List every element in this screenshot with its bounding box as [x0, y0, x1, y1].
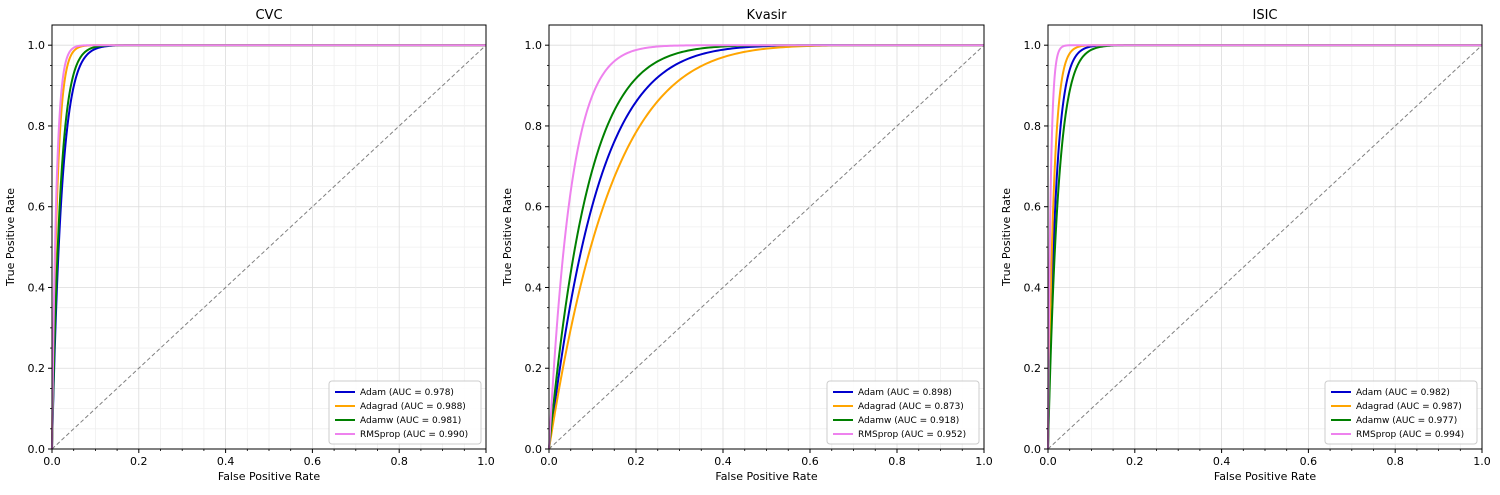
- x-tick-label: 0.0: [540, 455, 558, 468]
- legend-box: [826, 380, 980, 445]
- y-tick-label: 0.6: [525, 201, 543, 214]
- legend-entry: Adamw (AUC = 0.918): [858, 416, 959, 426]
- legend-entry: RMSprop (AUC = 0.990): [360, 430, 468, 440]
- y-tick-label: 1.0: [1024, 39, 1042, 52]
- y-tick-label: 1.0: [28, 39, 46, 52]
- x-axis-label: False Positive Rate: [715, 470, 817, 483]
- y-tick-label: 0.2: [1024, 362, 1042, 375]
- y-tick-label: 0.8: [28, 120, 46, 133]
- legend-entry: Adam (AUC = 0.898): [858, 388, 952, 398]
- ticks: 0.0 0.2 0.4 0.6 0.8 1.0 0.0 0.2 0.4 0.6 0.8 1.0: [28, 39, 495, 468]
- legend-entry: Adam (AUC = 0.982): [1356, 388, 1450, 398]
- legend-entry: RMSprop (AUC = 0.994): [1356, 430, 1464, 440]
- legend: Adam (AUC = 0.898) Adagrad (AUC = 0.873) A…: [826, 380, 980, 445]
- x-tick-label: 0.8: [1386, 455, 1404, 468]
- x-tick-label: 0.4: [714, 455, 732, 468]
- y-tick-label: 0.4: [28, 281, 46, 294]
- y-tick-label: 0.2: [28, 362, 46, 375]
- roc-curve-4: [1047, 44, 1482, 449]
- roc-panel-2: 0.0 0.2 0.4 0.6 0.8 1.0 0.0 0.2 0.4 0.6 0.8 1.0 Kvas…: [501, 8, 993, 483]
- y-tick-label: 0.4: [525, 281, 543, 294]
- x-tick-label: 0.6: [1300, 455, 1318, 468]
- legend-entry: RMSprop (AUC = 0.952): [858, 430, 966, 440]
- x-axis-label: False Positive Rate: [1214, 470, 1316, 483]
- legend-entry: Adamw (AUC = 0.981): [360, 416, 461, 426]
- legend-entry: Adagrad (AUC = 0.988): [360, 402, 466, 412]
- y-tick-label: 0.2: [525, 362, 543, 375]
- legend: Adam (AUC = 0.978) Adagrad (AUC = 0.988) A…: [328, 380, 482, 445]
- legend-box: [1324, 380, 1478, 445]
- roc-panel-1: 0.0 0.2 0.4 0.6 0.8 1.0 0.0 0.2 0.4 0.6 0.8 1.0 CVC F…: [4, 8, 495, 483]
- x-tick-label: 0.2: [627, 455, 645, 468]
- panel-title: CVC: [255, 8, 282, 23]
- x-tick-label: 0.6: [304, 455, 322, 468]
- ticks: 0.0 0.2 0.4 0.6 0.8 1.0 0.0 0.2 0.4 0.6 0.8 1.0: [1024, 39, 1491, 468]
- y-tick-label: 0.8: [1024, 120, 1042, 133]
- y-tick-label: 0.8: [525, 120, 543, 133]
- x-tick-label: 1.0: [1473, 455, 1491, 468]
- panel-title: ISIC: [1253, 8, 1278, 23]
- x-tick-label: 0.4: [217, 455, 235, 468]
- x-tick-label: 0.0: [1039, 455, 1057, 468]
- y-tick-label: 0.0: [28, 443, 46, 456]
- y-axis-label: True Positive Rate: [1000, 188, 1013, 287]
- legend-entry: Adam (AUC = 0.978): [360, 388, 454, 398]
- roc-curve-4: [51, 44, 486, 449]
- y-tick-label: 1.0: [525, 39, 543, 52]
- x-tick-label: 0.8: [888, 455, 906, 468]
- y-axis-label: True Positive Rate: [4, 188, 17, 287]
- x-tick-label: 0.2: [130, 455, 148, 468]
- y-tick-label: 0.6: [28, 201, 46, 214]
- legend-entry: Adagrad (AUC = 0.987): [1356, 402, 1462, 412]
- y-tick-label: 0.4: [1024, 281, 1042, 294]
- x-tick-label: 0.0: [43, 455, 61, 468]
- y-tick-label: 0.0: [525, 443, 543, 456]
- legend-entry: Adamw (AUC = 0.977): [1356, 416, 1457, 426]
- legend-entry: Adagrad (AUC = 0.873): [858, 402, 964, 412]
- x-tick-label: 1.0: [975, 455, 993, 468]
- y-tick-label: 0.6: [1024, 201, 1042, 214]
- roc-curve-4: [548, 44, 984, 450]
- y-axis-label: True Positive Rate: [501, 188, 514, 287]
- legend: Adam (AUC = 0.982) Adagrad (AUC = 0.987) A…: [1324, 380, 1478, 445]
- legend-box: [328, 380, 482, 445]
- chance-diagonal: [51, 44, 487, 450]
- x-tick-label: 0.8: [390, 455, 408, 468]
- x-tick-label: 0.6: [801, 455, 819, 468]
- ticks: 0.0 0.2 0.4 0.6 0.8 1.0 0.0 0.2 0.4 0.6 0.8 1.0: [525, 39, 993, 468]
- grid: [548, 25, 985, 450]
- panel-title: Kvasir: [747, 8, 788, 23]
- x-tick-label: 0.4: [1213, 455, 1231, 468]
- y-tick-label: 0.0: [1024, 443, 1042, 456]
- chance-diagonal: [548, 44, 985, 450]
- roc-panel-3: 0.0 0.2 0.4 0.6 0.8 1.0 0.0 0.2 0.4 0.6 0.8 1.0 ISIC…: [1000, 8, 1491, 483]
- x-tick-label: 1.0: [477, 455, 495, 468]
- x-tick-label: 0.2: [1126, 455, 1144, 468]
- chance-diagonal: [1047, 44, 1483, 450]
- x-axis-label: False Positive Rate: [218, 470, 320, 483]
